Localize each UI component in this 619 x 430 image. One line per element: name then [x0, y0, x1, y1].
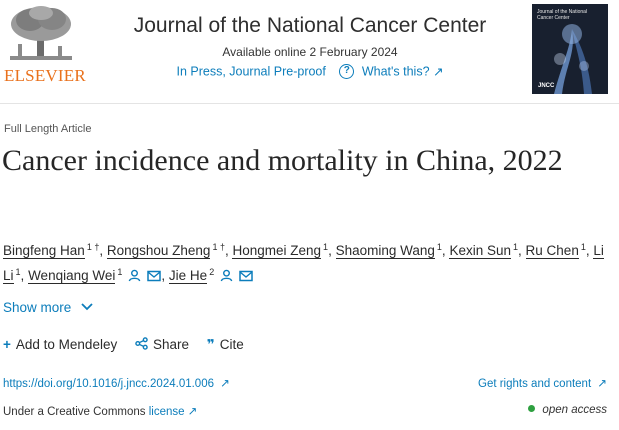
author-separator: , — [20, 268, 25, 283]
cover-title: Journal of the National Cancer Center — [537, 9, 588, 21]
doi-text: https://doi.org/10.1016/j.jncc.2024.01.0… — [3, 378, 214, 390]
author-entry: Wenqiang Wei 1, — [28, 266, 166, 284]
author-entry: Hongmei Zeng 1, — [232, 241, 332, 259]
author-entry: Shaoming Wang 1, — [335, 241, 446, 259]
author-separator: , — [441, 243, 446, 258]
author-affiliation-marker[interactable]: 1 — [580, 241, 586, 252]
show-more-button[interactable]: Show more — [3, 300, 93, 315]
license-link-text: license — [148, 406, 185, 418]
cover-art — [532, 4, 608, 94]
author-separator: , — [585, 243, 590, 258]
external-link-icon: ↗ — [187, 406, 198, 418]
show-more-label: Show more — [3, 300, 72, 315]
open-access-label: open access — [542, 404, 607, 416]
author-affiliation-marker[interactable]: 1 † — [212, 241, 225, 252]
author-name-link[interactable]: Wenqiang Wei — [28, 268, 116, 284]
external-link-icon: ↗ — [433, 65, 444, 80]
article-header: ELSEVIER Journal of the National Cancer … — [0, 0, 619, 98]
share-icon — [135, 337, 148, 350]
share-button[interactable]: Share — [135, 337, 189, 352]
author-list: Bingfeng Han 1 †, Rongshou Zheng 1 †, Hong… — [3, 238, 615, 288]
cite-label: Cite — [219, 337, 244, 352]
email-icon[interactable] — [239, 270, 253, 282]
author-entry: Li Li 1, — [3, 243, 604, 284]
author-name-link[interactable]: Hongmei Zeng — [232, 243, 322, 259]
author-entry: Rongshou Zheng 1 †, — [106, 241, 229, 259]
author-name-link[interactable]: Bingfeng Han — [3, 243, 85, 259]
author-separator: , — [328, 243, 332, 258]
author-affiliation-marker[interactable]: 1 — [323, 241, 329, 252]
elsevier-tree-icon — [10, 6, 72, 60]
person-icon[interactable] — [220, 269, 233, 282]
author-name-link[interactable]: Rongshou Zheng — [106, 243, 211, 259]
author-separator: , — [99, 243, 104, 258]
whats-this-link[interactable]: What's this? — [361, 64, 430, 79]
external-link-icon: ↗ — [597, 378, 607, 390]
doi-link[interactable]: https://doi.org/10.1016/j.jncc.2024.01.0… — [3, 376, 230, 390]
author-separator: , — [161, 268, 166, 283]
author-name-link[interactable]: Shaoming Wang — [335, 243, 435, 259]
help-circle-icon[interactable]: ? — [339, 64, 355, 80]
available-online-date: Available online 2 February 2024 — [222, 45, 398, 59]
add-to-mendeley-label: Add to Mendeley — [15, 337, 118, 352]
license-line: Under a Creative Commons license ↗ — [3, 404, 197, 418]
rights-link[interactable]: Get rights and content ↗ — [478, 376, 607, 390]
chevron-down-icon — [81, 303, 93, 311]
plus-icon: + — [3, 337, 11, 352]
person-icon[interactable] — [128, 269, 141, 282]
license-prefix: Under a Creative Commons — [3, 406, 146, 418]
journal-title[interactable]: Journal of the National Cancer Center — [133, 14, 487, 37]
author-affiliation-marker[interactable]: 1 † — [86, 241, 100, 252]
header-divider — [0, 103, 619, 104]
author-entry: Ru Chen 1, — [525, 241, 590, 259]
article-title: Cancer incidence and mortality in China,… — [2, 144, 563, 177]
rights-text: Get rights and content — [478, 378, 592, 390]
email-icon[interactable] — [147, 270, 162, 282]
author-separator: , — [224, 243, 229, 258]
author-affiliation-marker[interactable]: 2 — [209, 266, 215, 277]
license-link[interactable]: license ↗ — [149, 406, 198, 418]
cite-button[interactable]: ❞ Cite — [207, 337, 244, 353]
author-name-link[interactable]: Ru Chen — [525, 243, 579, 259]
author-affiliation-marker[interactable]: 1 — [15, 266, 21, 277]
add-to-mendeley-button[interactable]: + Add to Mendeley — [3, 337, 117, 352]
article-actions: + Add to Mendeley Share ❞ Cite — [3, 337, 258, 353]
author-name-link[interactable]: Li Li — [3, 243, 604, 284]
journal-cover-image[interactable]: Journal of the National Cancer Center JN… — [532, 4, 608, 94]
author-affiliation-marker[interactable]: 1 — [436, 241, 442, 252]
author-name-link[interactable]: Kexin Sun — [449, 243, 511, 259]
author-separator: , — [518, 243, 522, 258]
author-name-link[interactable]: Jie He — [168, 268, 208, 284]
publisher-name: ELSEVIER — [4, 66, 86, 85]
author-entry: Kexin Sun 1, — [449, 241, 522, 259]
status-row: In Press, Journal Pre-proof ? What's thi… — [130, 64, 490, 80]
author-entry: Bingfeng Han 1 †, — [3, 241, 104, 259]
status-link[interactable]: In Press, Journal Pre-proof — [176, 64, 326, 79]
external-link-icon: ↗ — [220, 378, 230, 390]
share-label: Share — [152, 337, 190, 352]
quote-icon: ❞ — [206, 337, 215, 352]
open-access-badge: open access — [528, 404, 607, 416]
author-entry: Jie He 2 — [168, 266, 253, 284]
author-affiliation-marker[interactable]: 1 — [117, 266, 123, 277]
cover-label: JNCC — [538, 83, 555, 89]
author-affiliation-marker[interactable]: 1 — [513, 241, 519, 252]
article-type: Full Length Article — [4, 123, 92, 135]
open-access-dot-icon — [528, 405, 536, 412]
elsevier-logo[interactable]: ELSEVIER — [4, 4, 86, 88]
